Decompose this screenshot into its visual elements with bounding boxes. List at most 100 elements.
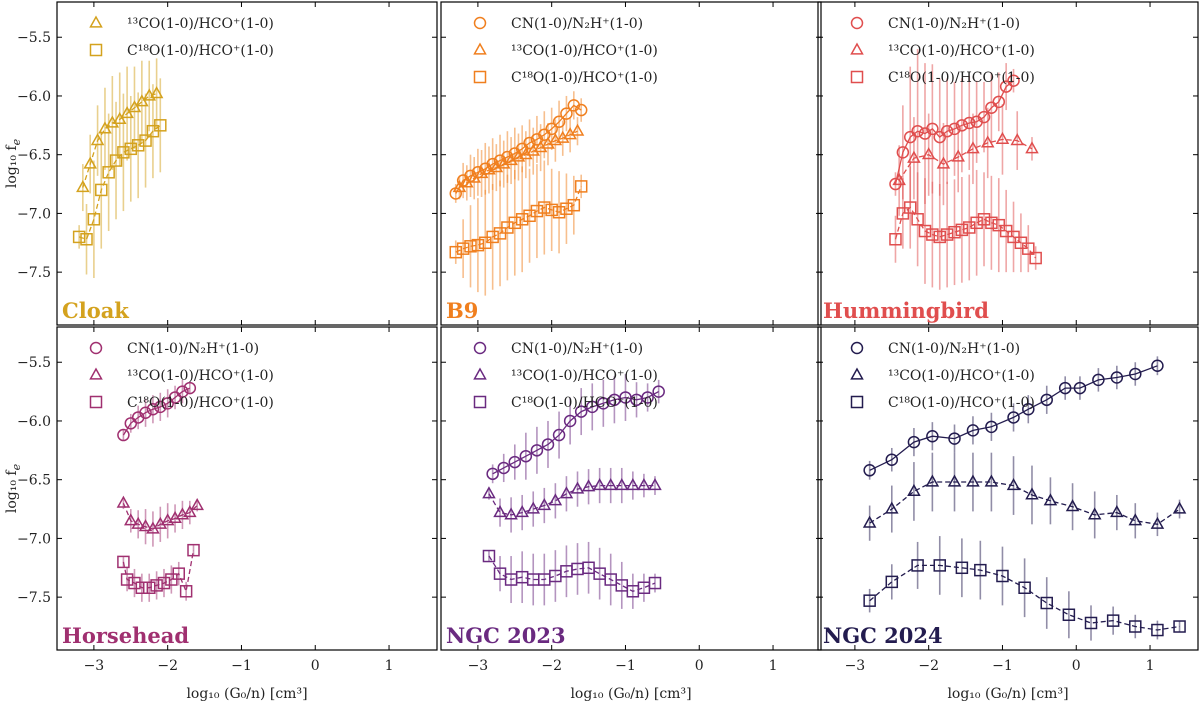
data-point <box>933 230 946 244</box>
data-point <box>1173 620 1186 633</box>
data-point <box>464 240 477 253</box>
series-circle <box>863 356 1164 480</box>
x-tick-label: −3 <box>468 658 489 674</box>
x-tick-label: 1 <box>769 658 778 674</box>
data-point <box>940 228 954 241</box>
data-point <box>124 513 138 526</box>
data-point <box>1084 616 1098 630</box>
data-point <box>970 216 983 230</box>
x-tick-label: −2 <box>157 658 178 674</box>
data-point <box>552 428 566 442</box>
data-point <box>1106 614 1120 627</box>
series-square <box>482 541 662 609</box>
data-point <box>112 111 127 125</box>
data-point <box>1025 141 1039 154</box>
data-point <box>963 116 976 130</box>
data-point <box>570 123 585 136</box>
data-point <box>131 516 145 529</box>
series-line <box>459 130 578 189</box>
y-tick-label: −5.5 <box>17 355 51 371</box>
data-point <box>1128 513 1143 526</box>
data-point <box>1040 596 1053 610</box>
data-point <box>154 119 167 132</box>
x-tick-label: 1 <box>1146 658 1155 674</box>
data-point <box>560 202 573 215</box>
data-point <box>1029 251 1042 265</box>
x-axis-label: log₁₀ (G₀/n) [cm³] <box>570 686 691 702</box>
data-point <box>977 110 991 124</box>
x-axis-label: log₁₀ (G₀/n) [cm³] <box>947 686 1068 702</box>
series-line <box>869 365 1158 471</box>
data-point <box>519 449 533 463</box>
data-point <box>456 242 470 255</box>
data-point <box>154 400 167 414</box>
series-square <box>117 543 200 602</box>
data-point <box>1006 478 1021 491</box>
legend-marker <box>473 367 487 380</box>
data-point <box>471 238 485 252</box>
y-tick-label: −7.0 <box>17 531 51 547</box>
y-tick-label: −5.5 <box>17 30 51 46</box>
x-tick-label: −1 <box>231 658 252 674</box>
series-square <box>72 78 167 279</box>
y-tick-label: −6.5 <box>17 148 51 164</box>
data-point <box>586 400 599 414</box>
x-tick-label: −3 <box>84 658 105 674</box>
series-triangle <box>76 58 164 212</box>
data-point <box>80 233 93 246</box>
data-point <box>985 216 998 230</box>
data-point <box>918 224 932 238</box>
data-point <box>545 203 558 217</box>
legend-marker <box>89 43 103 57</box>
panel-3: CN(1-0)/N₂H⁺(1-0) ¹³CO(1-0)/HCO⁺(1-0) C¹⁸O… <box>817 1 1199 326</box>
data-point <box>548 493 563 506</box>
panel-title: NGC 2023 <box>446 623 566 648</box>
data-point <box>102 166 115 179</box>
data-point <box>1062 608 1076 622</box>
data-point <box>497 461 510 475</box>
legend: CN(1-0)/N₂H⁺(1-0) ¹³CO(1-0)/HCO⁺(1-0) C¹⁸O… <box>850 16 1035 86</box>
panel-frame <box>817 326 1199 651</box>
data-point <box>977 213 991 226</box>
data-point <box>127 100 142 113</box>
panel-title: B9 <box>446 298 478 323</box>
data-point <box>1172 501 1187 514</box>
legend-label: ¹³CO(1-0)/HCO⁺(1-0) <box>511 43 658 59</box>
x-axis-label: log₁₀ (G₀/n) [cm³] <box>186 686 307 702</box>
data-point <box>501 221 514 234</box>
data-point <box>526 501 541 514</box>
data-point <box>537 497 552 511</box>
legend: CN(1-0)/N₂H⁺(1-0) ¹³CO(1-0)/HCO⁺(1-0) C¹⁸O… <box>473 341 658 411</box>
data-point <box>515 505 529 518</box>
series-square <box>889 166 1042 290</box>
data-point <box>603 478 618 491</box>
data-point <box>179 585 193 598</box>
data-point <box>183 381 197 395</box>
data-point <box>90 133 105 146</box>
x-tick-label: 0 <box>311 658 320 674</box>
data-point <box>984 474 999 487</box>
x-tick-label: −1 <box>992 658 1013 674</box>
panel-frame <box>440 326 822 651</box>
x-tick-label: 0 <box>1072 658 1081 674</box>
data-point <box>862 515 877 528</box>
panel-title: Cloak <box>62 298 129 323</box>
data-point <box>574 405 588 418</box>
data-point <box>187 543 200 557</box>
legend-label: C¹⁸O(1-0)/HCO⁺(1-0) <box>127 43 274 59</box>
data-point <box>863 594 876 607</box>
legend-marker <box>850 16 864 30</box>
data-point <box>951 149 965 162</box>
data-point <box>980 135 995 148</box>
data-point <box>523 136 536 150</box>
data-point <box>1022 402 1035 416</box>
series-line <box>78 124 161 241</box>
y-tick-label: −6.0 <box>17 89 51 105</box>
panel-1: −5.5 −6.0 −6.5 −7.0 −7.5 ¹³CO(1-0)/HCO⁺(1-0) C… <box>17 1 438 326</box>
legend-label: C¹⁸O(1-0)/HCO⁺(1-0) <box>127 395 274 411</box>
data-point <box>135 581 149 594</box>
legend: CN(1-0)/N₂H⁺(1-0) ¹³CO(1-0)/HCO⁺(1-0) C¹⁸O… <box>850 341 1035 411</box>
data-point <box>1025 487 1039 500</box>
panel-title: NGC 2024 <box>823 623 943 648</box>
